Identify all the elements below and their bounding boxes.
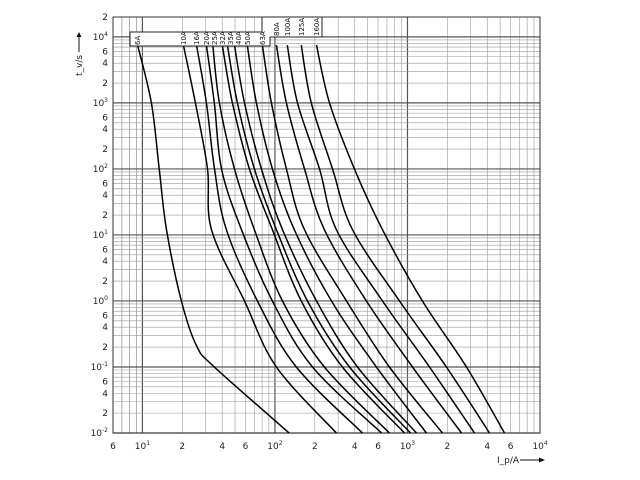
curve-label-40A: 40A <box>235 31 243 45</box>
x-axis-label: I_p/A <box>497 456 520 466</box>
y-tick-labels: 210464210364210264210164210064210-164210… <box>91 13 109 439</box>
x-tick-label: 4 <box>484 442 490 452</box>
y-tick-label: 4 <box>102 389 108 399</box>
curve-label-125A: 125A <box>298 18 306 36</box>
curve-35A <box>226 44 412 434</box>
y-tick-label: 103 <box>93 97 108 109</box>
curve-label-10A: 10A <box>180 31 188 45</box>
y-tick-label: 6 <box>102 312 108 322</box>
curve-16A <box>195 44 363 434</box>
curve-32A <box>221 44 406 434</box>
curve-10A <box>182 44 337 434</box>
x-axis-arrow-head <box>539 457 545 463</box>
x-tick-label: 2 <box>179 442 185 452</box>
x-tick-label: 102 <box>267 440 282 452</box>
curve-100A <box>286 44 476 434</box>
y-tick-label: 4 <box>102 125 108 135</box>
curve-25A <box>212 45 390 434</box>
curves <box>136 44 506 434</box>
y-axis-arrow-head <box>76 32 82 37</box>
curve-label-20A: 20A <box>203 31 211 45</box>
x-tick-label: 2 <box>312 442 318 452</box>
x-tick-label: 4 <box>352 442 358 452</box>
curve-label-6A: 6A <box>134 36 142 45</box>
curve-40A <box>233 44 418 434</box>
curve-125A <box>300 44 491 434</box>
y-tick-label: 2 <box>102 277 108 287</box>
y-tick-label: 104 <box>93 31 108 43</box>
curve-63A <box>261 44 444 434</box>
y-tick-label: 10-1 <box>91 361 109 373</box>
y-tick-label: 2 <box>102 343 108 353</box>
x-tick-label: 4 <box>219 442 225 452</box>
curve-50A <box>246 44 427 434</box>
y-tick-label: 2 <box>102 409 108 419</box>
curve-label-box: 6A 10A 16A 20A 25A 32A 35A 40A 50A 63A 80A 100A 125A… <box>129 16 323 47</box>
x-tick-label: 104 <box>532 440 547 452</box>
label-box-outline <box>129 16 323 47</box>
x-tick-label: 6 <box>375 442 381 452</box>
curve-label-32A: 32A <box>219 31 227 45</box>
x-tick-label: 103 <box>400 440 415 452</box>
x-tick-label: 2 <box>444 442 450 452</box>
y-tick-label: 2 <box>102 79 108 89</box>
y-tick-label: 2 <box>102 211 108 221</box>
y-tick-label: 10-2 <box>91 427 109 439</box>
y-tick-label: 4 <box>102 323 108 333</box>
plot-frame <box>112 16 541 434</box>
y-axis-title: t_v/s <box>75 32 85 76</box>
curve-label-63A: 63A <box>259 31 267 45</box>
y-axis-label: t_v/s <box>75 55 85 76</box>
curve-label-80A: 80A <box>273 22 281 36</box>
y-tick-label: 102 <box>93 163 108 175</box>
x-tick-label: 6 <box>110 442 116 452</box>
y-tick-label: 101 <box>93 229 108 241</box>
curve-160A <box>315 44 506 434</box>
y-tick-label: 4 <box>102 59 108 69</box>
curve-6A <box>136 44 290 434</box>
curve-80A <box>275 44 463 434</box>
y-tick-label: 6 <box>102 246 108 256</box>
curve-label-35A: 35A <box>227 31 235 45</box>
y-tick-label: 6 <box>102 114 108 124</box>
curve-label-25A: 25A <box>211 31 219 45</box>
curve-label-16A: 16A <box>193 31 201 45</box>
y-tick-label: 100 <box>93 295 108 307</box>
x-tick-label: 6 <box>508 442 514 452</box>
x-tick-label: 101 <box>135 440 150 452</box>
y-tick-label: 4 <box>102 257 108 267</box>
y-tick-label: 4 <box>102 191 108 201</box>
curve-label-50A: 50A <box>244 31 252 45</box>
curve-label-160A: 160A <box>313 18 321 36</box>
y-tick-label: 6 <box>102 48 108 58</box>
curve-20A <box>205 45 383 434</box>
x-axis-title: I_p/A <box>497 456 545 466</box>
y-tick-label: 2 <box>102 13 108 23</box>
x-tick-label: 6 <box>243 442 249 452</box>
y-tick-label: 6 <box>102 378 108 388</box>
x-tick-labels: 6 101 2 4 6 102 2 4 6 103 2 4 6 104 <box>110 440 548 452</box>
curve-label-100A: 100A <box>284 18 292 36</box>
y-tick-label: 2 <box>102 145 108 155</box>
y-tick-label: 6 <box>102 180 108 190</box>
